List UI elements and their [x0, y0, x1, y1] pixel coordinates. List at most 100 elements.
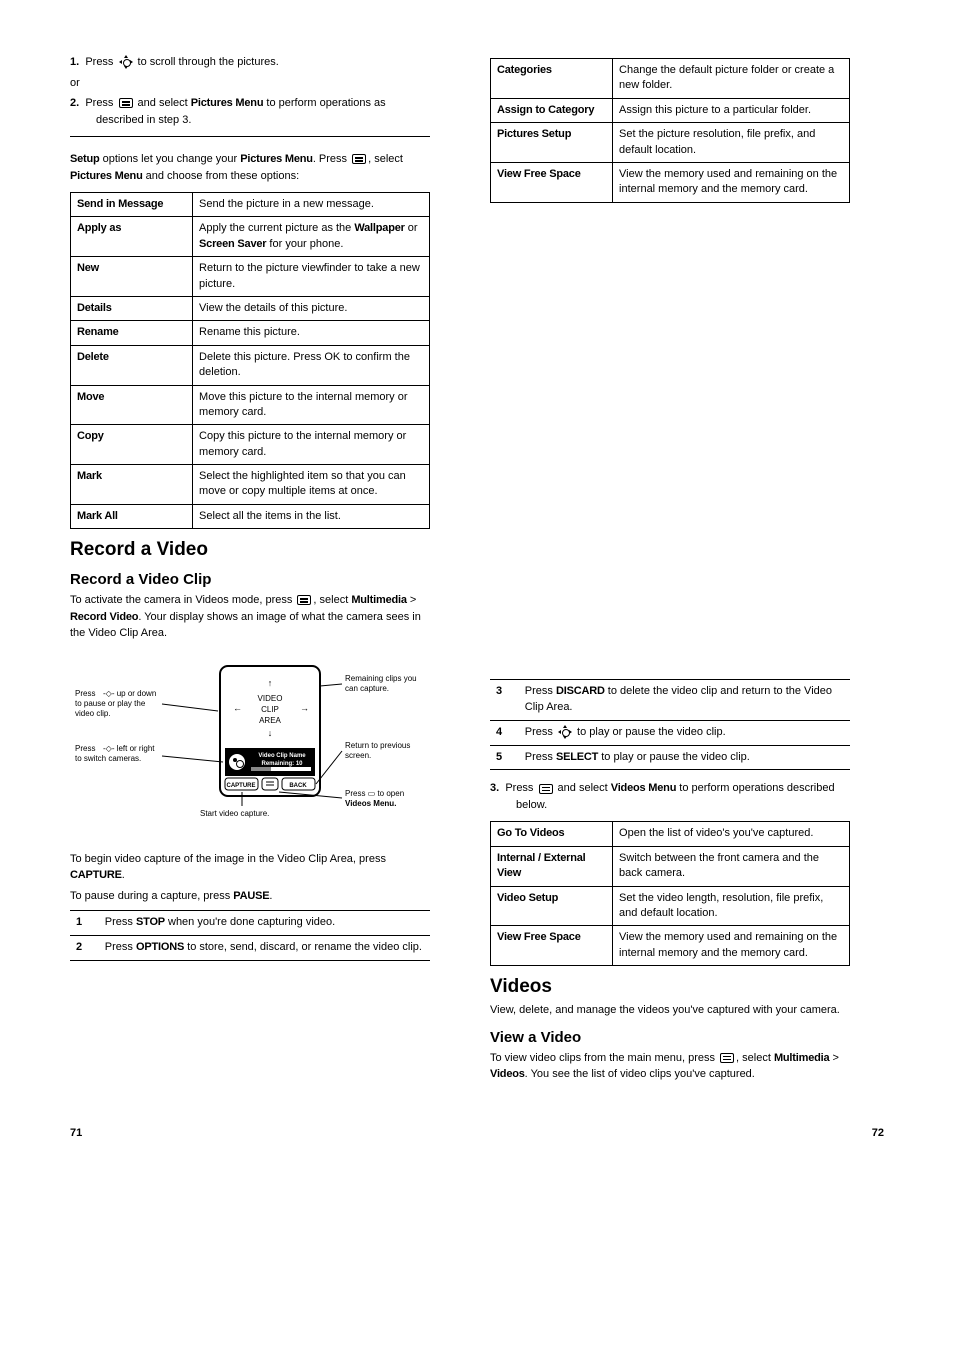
opt-desc: Switch between the front camera and the …	[613, 846, 850, 886]
opt-name: Internal / External View	[491, 846, 613, 886]
svg-text:↓: ↓	[268, 728, 273, 738]
pause-capture: To pause during a capture, press PAUSE.	[70, 888, 430, 905]
opt-desc: Move this picture to the internal memory…	[193, 385, 430, 425]
opt-desc: View the memory used and remaining on th…	[613, 926, 850, 966]
step-2-link: Pictures Menu	[191, 97, 264, 109]
svg-text:Video Clip Name: Video Clip Name	[258, 753, 306, 759]
view-video-paragraph: To view video clips from the main menu, …	[490, 1050, 850, 1083]
nav-icon	[119, 55, 133, 69]
divider	[70, 136, 430, 137]
svg-text:-◇- left or right: -◇- left or right	[103, 744, 155, 753]
opt-desc: View the memory used and remaining on th…	[613, 162, 850, 202]
opt-name: Mark	[71, 465, 193, 505]
svg-text:↑: ↑	[268, 678, 273, 688]
page-footer: 71 72	[0, 1107, 954, 1169]
step-2-text: Press	[85, 97, 116, 109]
opt-name: Mark All	[71, 504, 193, 528]
menu-icon	[720, 1053, 734, 1063]
record-intro: To activate the camera in Videos mode, p…	[70, 592, 430, 642]
video-viewfinder-diagram: ↑ VIDEO ← CLIP → AREA ↓ Video Clip Name …	[70, 656, 430, 836]
svg-text:BACK: BACK	[289, 783, 307, 789]
opt-desc: Assign this picture to a particular fold…	[613, 98, 850, 122]
opt-desc: Delete this picture. Press OK to confirm…	[193, 345, 430, 385]
step-2-num: 2.	[70, 97, 79, 109]
setup-s1: Pictures Menu	[240, 153, 313, 165]
opt-name: Copy	[71, 425, 193, 465]
opt-name: View Free Space	[491, 926, 613, 966]
view-video-subheading: View a Video	[490, 1029, 850, 1046]
opt-desc: Apply the current picture as the Wallpap…	[193, 217, 430, 257]
step-1-text: Press	[85, 56, 116, 68]
opt-name: Video Setup	[491, 886, 613, 926]
svg-text:CLIP: CLIP	[261, 705, 279, 714]
svg-text:to switch cameras.: to switch cameras.	[75, 754, 141, 763]
menu-icon	[539, 784, 553, 794]
menu-icon	[352, 154, 366, 164]
step-num: 2	[70, 936, 99, 961]
videos-heading: Videos	[490, 976, 850, 998]
spacer	[490, 203, 850, 673]
opt-desc: View the details of this picture.	[193, 296, 430, 320]
opt-desc: Change the default picture folder or cre…	[613, 59, 850, 99]
opt-name: Pictures Setup	[491, 123, 613, 163]
pictures-options-table-2: CategoriesChange the default picture fol…	[490, 58, 850, 203]
svg-text:can capture.: can capture.	[345, 684, 389, 693]
record-video-subheading: Record a Video Clip	[70, 571, 430, 588]
opt-name: Rename	[71, 321, 193, 345]
svg-text:←: ←	[233, 703, 242, 713]
svg-text:AREA: AREA	[259, 716, 281, 725]
setup-t1: options let you change your	[100, 153, 241, 165]
opt-desc: Select the highlighted item so that you …	[193, 465, 430, 505]
opt-desc: Copy this picture to the internal memory…	[193, 425, 430, 465]
step-2-text2: and select	[135, 97, 191, 109]
opt-name: Delete	[71, 345, 193, 385]
menu-icon	[119, 98, 133, 108]
svg-text:to pause or play the: to pause or play the	[75, 699, 146, 708]
or-line: or	[70, 75, 430, 92]
setup-s2: Pictures Menu	[70, 170, 143, 182]
record-video-heading: Record a Video	[70, 539, 430, 561]
step-num: 4	[490, 720, 519, 745]
opt-name: View Free Space	[491, 162, 613, 202]
opt-name: Apply as	[71, 217, 193, 257]
opt-desc: Set the video length, resolution, file p…	[613, 886, 850, 926]
setup-t4: and choose from these options:	[143, 170, 300, 182]
opt-desc: Set the picture resolution, file prefix,…	[613, 123, 850, 163]
svg-text:→: →	[300, 703, 309, 713]
svg-text:Remaining clips you: Remaining clips you	[345, 674, 417, 683]
svg-text:Remaining: 10: Remaining: 10	[261, 761, 303, 767]
right-column: CategoriesChange the default picture fol…	[490, 50, 850, 1087]
record-steps-table-2: 3 Press DISCARD to delete the video clip…	[490, 679, 850, 771]
svg-text:screen.: screen.	[345, 751, 371, 760]
svg-text:Videos Menu.: Videos Menu.	[345, 799, 396, 808]
nav-icon	[558, 725, 572, 739]
setup-t3: , select	[368, 153, 403, 165]
svg-text:Return to previous: Return to previous	[345, 741, 410, 750]
step-1-num: 1.	[70, 56, 79, 68]
step-3-text2: and select	[555, 782, 611, 794]
record-steps-table: 1 Press STOP when you're done capturing …	[70, 910, 430, 961]
step-desc: Press to play or pause the video clip.	[519, 720, 850, 745]
opt-name: Categories	[491, 59, 613, 99]
step-2: 2. Press and select Pictures Menu to per…	[70, 95, 430, 128]
opt-name: New	[71, 257, 193, 297]
page-number-left: 71	[70, 1127, 82, 1139]
step-desc: Press DISCARD to delete the video clip a…	[519, 679, 850, 720]
setup-paragraph: Setup options let you change your Pictur…	[70, 151, 430, 184]
step-num: 1	[70, 911, 99, 936]
step-num: 3	[490, 679, 519, 720]
svg-text:-◇- up or down: -◇- up or down	[103, 689, 156, 698]
left-column: 1. Press to scroll through the pictures.…	[70, 50, 430, 1087]
opt-desc: Send the picture in a new message.	[193, 193, 430, 217]
videos-options-table: Go To VideosOpen the list of video's you…	[490, 821, 850, 966]
svg-text:CAPTURE: CAPTURE	[226, 783, 255, 789]
setup-t2: . Press	[313, 153, 350, 165]
opt-name: Details	[71, 296, 193, 320]
svg-text:Press: Press	[75, 689, 95, 698]
opt-desc: Open the list of video's you've captured…	[613, 822, 850, 846]
svg-text:VIDEO: VIDEO	[258, 694, 283, 703]
opt-name: Move	[71, 385, 193, 425]
opt-desc: Rename this picture.	[193, 321, 430, 345]
step-num: 5	[490, 745, 519, 770]
videos-intro: View, delete, and manage the videos you'…	[490, 1002, 850, 1019]
